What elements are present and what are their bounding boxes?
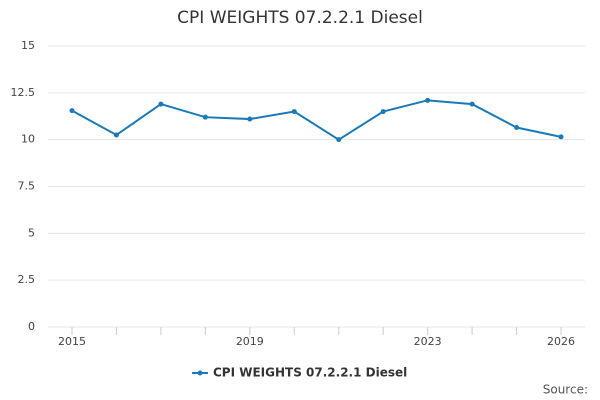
y-tick-label: 5 xyxy=(28,226,35,239)
y-tick-label: 0 xyxy=(28,320,35,333)
x-tick-label: 2019 xyxy=(236,335,264,348)
y-tick-label: 12.5 xyxy=(11,86,36,99)
legend-label: CPI WEIGHTS 07.2.2.1 Diesel xyxy=(213,366,407,380)
point xyxy=(291,109,297,115)
point xyxy=(247,116,253,122)
point xyxy=(469,101,475,107)
x-tick-label: 2026 xyxy=(547,335,575,348)
point xyxy=(336,137,342,143)
point xyxy=(113,132,119,138)
x-tick-label: 2023 xyxy=(414,335,442,348)
chart-title: CPI WEIGHTS 07.2.2.1 Diesel xyxy=(177,8,423,28)
y-tick-label: 7.5 xyxy=(18,180,36,193)
point xyxy=(69,108,75,114)
point xyxy=(380,109,386,115)
point xyxy=(202,114,208,120)
point xyxy=(425,97,431,103)
y-tick-label: 10 xyxy=(21,133,35,146)
y-tick-label: 2.5 xyxy=(18,273,36,286)
point xyxy=(514,124,520,130)
x-tick-label: 2015 xyxy=(58,335,86,348)
legend: CPI WEIGHTS 07.2.2.1 Diesel xyxy=(192,366,407,380)
y-tick-label: 15 xyxy=(21,39,35,52)
point xyxy=(158,101,164,107)
source: Source: xyxy=(543,383,588,397)
series-line xyxy=(71,99,562,141)
legend-marker xyxy=(197,370,203,376)
point xyxy=(558,134,564,140)
